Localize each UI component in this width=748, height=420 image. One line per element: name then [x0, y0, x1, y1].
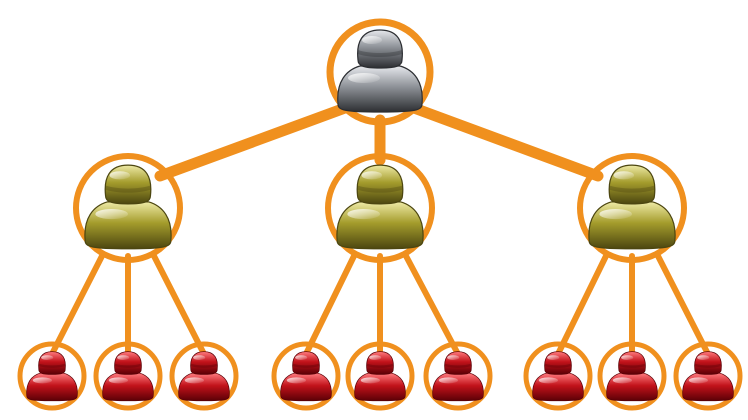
person-icon — [280, 351, 332, 402]
connector-top-right — [408, 102, 604, 182]
person-icon — [337, 29, 423, 113]
person-icon — [354, 351, 406, 402]
connector-top-left — [154, 102, 351, 182]
ring-middle-2 — [325, 153, 435, 263]
ring-leaf-3-2 — [597, 341, 667, 411]
person-icon — [178, 351, 230, 402]
person-icons — [26, 29, 734, 402]
connector-branch-2-1 — [303, 253, 357, 357]
ring-leaf-2-2 — [345, 341, 415, 411]
person-icon — [588, 164, 676, 250]
connector-branch-3-3 — [655, 253, 711, 357]
connector-branch-3-1 — [555, 253, 609, 357]
ring-leaf-1-3 — [169, 341, 239, 411]
ring-leaf-1-2 — [93, 341, 163, 411]
node-rings — [17, 18, 743, 411]
ring-leaf-1-1 — [17, 341, 87, 411]
person-icon — [26, 351, 78, 402]
person-icon — [532, 351, 584, 402]
connector-branch-2-3 — [403, 253, 461, 357]
connector-lines — [49, 102, 711, 357]
ring-leaf-2-1 — [271, 341, 341, 411]
person-icon — [606, 351, 658, 402]
ring-top — [326, 18, 434, 126]
ring-middle-1 — [73, 153, 183, 263]
ring-middle-3 — [577, 153, 687, 263]
person-icon — [84, 164, 172, 250]
person-icon — [336, 164, 424, 250]
person-icon — [432, 351, 484, 402]
person-icon — [102, 351, 154, 402]
ring-leaf-3-1 — [523, 341, 593, 411]
connector-branch-1-3 — [151, 253, 207, 357]
connector-branch-1-1 — [49, 253, 105, 357]
ring-leaf-3-3 — [673, 341, 743, 411]
ring-leaf-2-3 — [423, 341, 493, 411]
person-icon — [682, 351, 734, 402]
